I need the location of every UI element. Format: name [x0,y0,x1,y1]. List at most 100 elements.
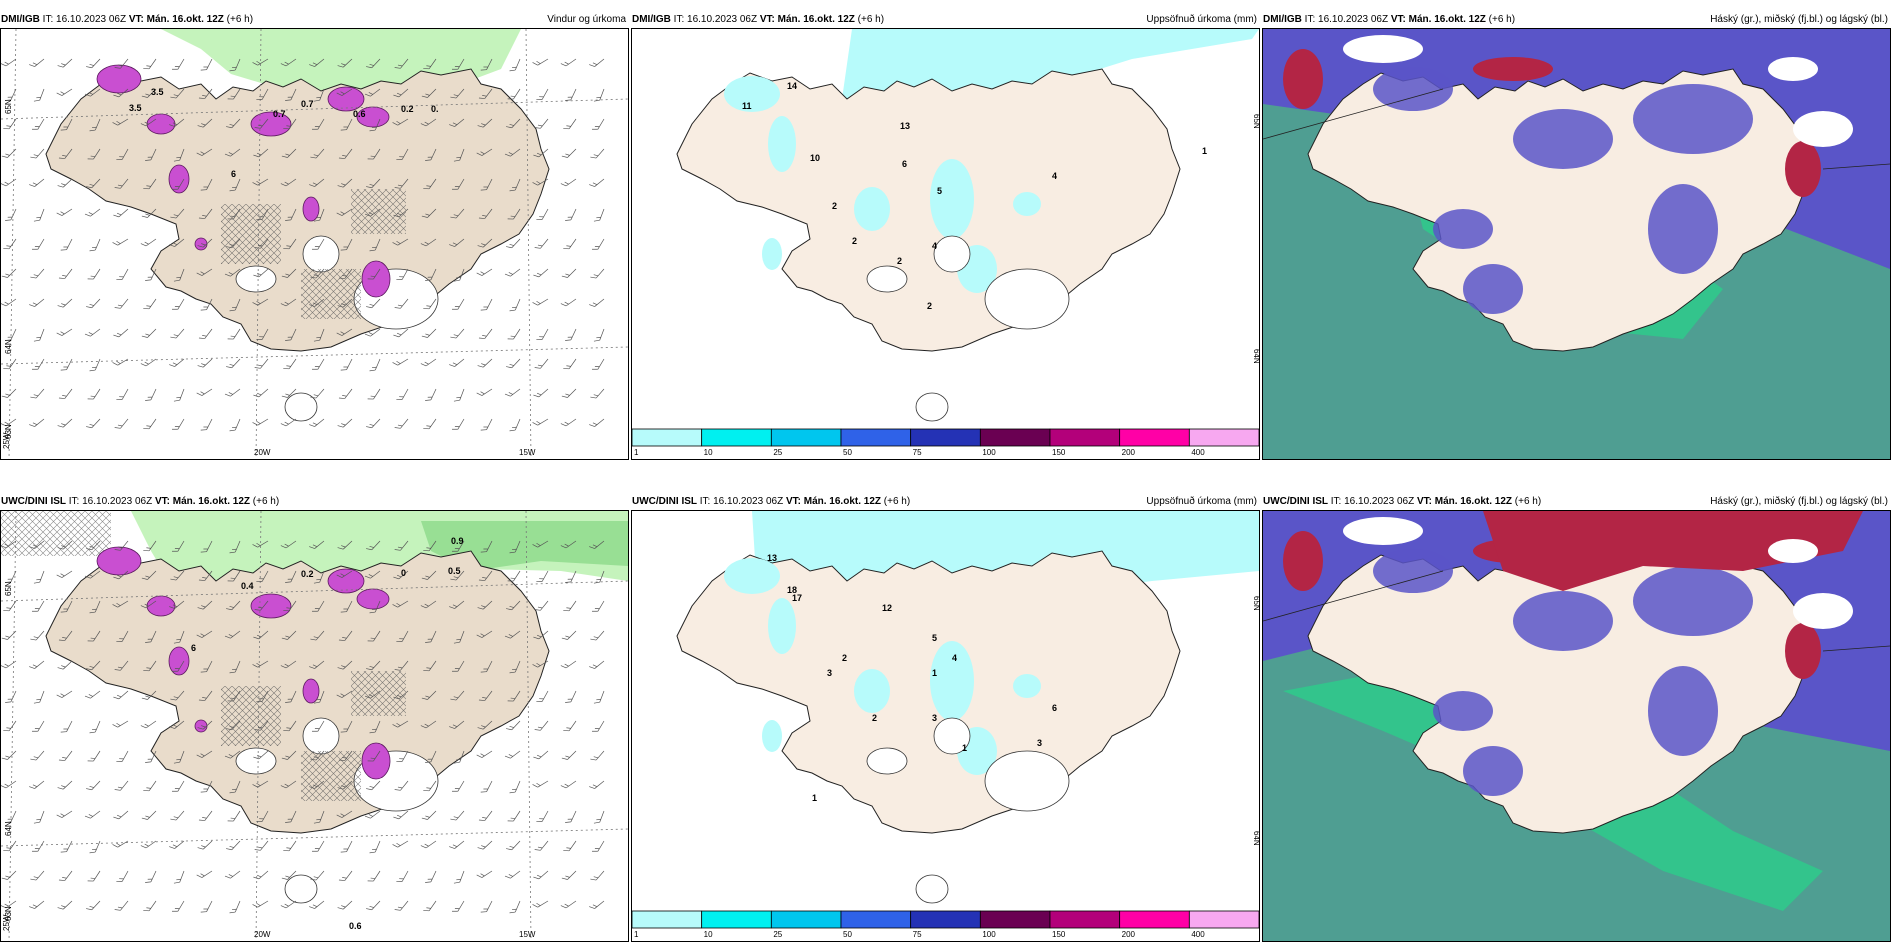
wind-barb-icon [340,840,353,853]
wind-barb-icon [506,238,521,249]
hatch-pattern-icon [1,511,111,556]
wind-barb-icon [30,870,45,881]
wind-barb-icon [420,840,437,849]
value-label: 2 [852,236,857,246]
wind-barb-icon [369,600,381,614]
wind-barb-icon [1,870,17,880]
wind-barb-icon [3,840,17,852]
wind-barb-icon [506,358,521,369]
value-label: 4 [1052,171,1057,181]
wind-barb-icon [84,88,101,97]
wind-barb-icon [116,750,129,763]
panel-dmi-precip: DMI/IGB IT: 16.10.2023 06Z VT: Mán. 16.o… [631,12,1260,460]
wind-barb-icon [451,900,465,912]
wind-barb-icon [453,870,465,884]
wind-barb-icon [114,540,129,551]
panel-uwc-precip: UWC/DINI ISL IT: 16.10.2023 06Z VT: Mán.… [631,494,1260,942]
wind-barb-icon [57,660,73,670]
wind-barb-icon [256,208,269,221]
high-cloud-area [1463,746,1523,796]
precip-area [762,238,782,270]
shower-cell [168,164,190,194]
wind-barb-icon [336,570,353,578]
wind-barb-icon [561,630,577,640]
wind-barb-icon [476,630,493,638]
wind-barb-icon [140,720,157,729]
wind-barb-icon [450,208,465,219]
wind-barb-icon [477,600,493,610]
wind-barb-icon [394,178,409,189]
wind-barb-icon [113,690,129,700]
wind-barb-icon [561,870,577,880]
wind-barb-icon [533,630,549,640]
value-label: 2 [832,201,837,211]
wind-barb-icon [86,298,101,309]
wind-barb-icon [89,358,101,372]
wind-barb-icon [534,840,549,851]
wind-barb-icon [421,570,437,580]
glacier [984,268,1070,330]
wind-barb-icon [369,840,381,854]
wind-barb-icon [309,540,325,549]
lat-label: 64N [4,339,13,354]
wind-barb-icon [252,418,269,426]
wind-barb-icon [113,328,129,338]
wind-barb-icon [506,600,521,611]
value-label: 0. [431,104,439,114]
wind-barb-icon [563,600,577,612]
wind-barb-icon [113,810,129,820]
wind-barb-icon [84,328,101,337]
scale-swatch [632,910,703,929]
wind-barb-icon [336,88,353,96]
scale-swatch [701,910,772,929]
panel-title: Háský (gr.), miðský (fj.bl.) og lágský (… [1710,496,1888,507]
scale-swatch [979,428,1051,447]
region-border [1263,88,1444,140]
high-cloud-area [1283,49,1323,109]
high-cloud-area [1463,264,1523,314]
wind-barb-icon [252,58,269,66]
wind-barb-icon [87,750,101,762]
wind-barb-icon [169,238,185,247]
wind-barb-icon [1,750,17,760]
wind-barb-icon [480,540,493,553]
hatch-pattern-icon [301,751,361,801]
value-label: 2 [927,301,932,311]
wind-barb-icon [340,118,353,131]
hatch-pattern-icon [351,189,406,234]
value-label: 18 [787,585,797,595]
wind-barb-icon [392,358,409,366]
wind-barb-icon [364,810,381,819]
wind-barb-icon [364,328,381,337]
wind-barb-icon [369,118,381,132]
high-cloud-area [1433,209,1493,249]
wind-barb-icon [536,690,549,703]
high-cloud-area [1633,566,1753,636]
map-canvas: 11 14 13 10 6 5 4 2 2 4 2 2 1 65N 64N 1 10 25 50 75 100 150 20… [632,29,1259,459]
wind-barb-icon [281,148,297,158]
wind-barb-icon [169,118,185,127]
value-label: 3 [827,668,832,678]
wind-barb-icon [591,720,605,732]
wind-barb-icon [86,418,101,429]
wind-barb-icon [506,720,521,731]
scale-label: 25 [773,448,782,457]
wind-barb-icon [112,118,129,126]
wind-barb-icon [173,148,185,162]
high-cloud-area [1373,67,1453,111]
wind-barb-icon [589,780,605,789]
wind-barb-icon [509,660,521,674]
value-label: 0.6 [353,109,366,119]
lat-label: 63N [4,424,13,439]
wind-barb-icon [563,840,577,852]
wind-barb-icon [145,630,157,643]
wind-barb-icon [337,540,353,550]
precip-area [161,29,521,119]
wind-barb-icon [590,870,605,881]
wind-barb-icon [229,298,241,312]
wind-barb-icon [451,660,465,672]
precip-area [854,187,890,231]
wind-barb-icon [114,298,129,309]
panel-title: Vindur og úrkoma [547,14,626,25]
